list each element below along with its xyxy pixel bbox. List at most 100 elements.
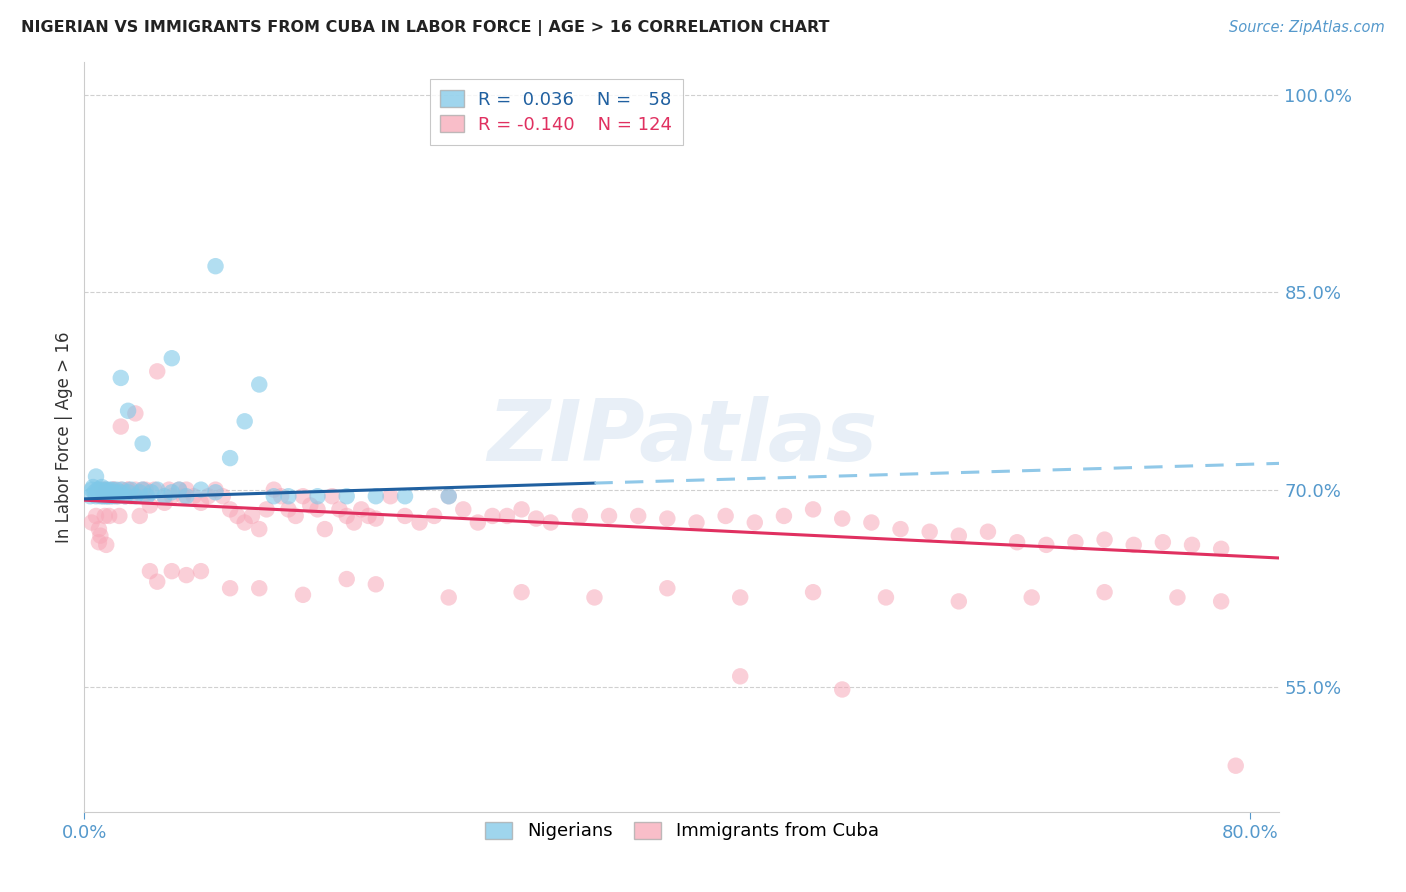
Point: [307, 489, 329, 503]
Point: [1225, 758, 1247, 772]
Point: [103, 489, 125, 503]
Point: [117, 483, 139, 497]
Point: [124, 483, 146, 497]
Point: [183, 489, 205, 503]
Point: [801, 502, 824, 516]
Point: [96, 483, 118, 497]
Point: [131, 436, 153, 450]
Point: [467, 516, 489, 530]
Point: [219, 451, 242, 466]
Legend: Nigerians, Immigrants from Cuba: Nigerians, Immigrants from Cuba: [478, 814, 886, 847]
Point: [481, 508, 503, 523]
Point: [117, 404, 139, 418]
Point: [172, 489, 194, 503]
Point: [408, 516, 430, 530]
Point: [510, 502, 533, 516]
Point: [84, 489, 107, 503]
Point: [94, 485, 117, 500]
Point: [96, 489, 118, 503]
Point: [160, 489, 183, 503]
Point: [86, 483, 108, 497]
Point: [120, 489, 142, 503]
Point: [240, 508, 263, 523]
Point: [91, 483, 114, 497]
Point: [176, 568, 198, 582]
Point: [80, 483, 103, 497]
Point: [146, 483, 169, 497]
Point: [90, 483, 112, 497]
Point: [139, 499, 162, 513]
Point: [117, 483, 139, 497]
Point: [247, 377, 270, 392]
Point: [146, 364, 169, 378]
Point: [83, 485, 105, 500]
Point: [744, 516, 766, 530]
Point: [1094, 533, 1116, 547]
Point: [728, 669, 751, 683]
Point: [107, 489, 129, 503]
Point: [728, 591, 751, 605]
Point: [247, 581, 270, 595]
Point: [1122, 538, 1144, 552]
Point: [1005, 535, 1028, 549]
Point: [1021, 591, 1043, 605]
Point: [139, 564, 162, 578]
Point: [98, 483, 121, 497]
Point: [540, 516, 562, 530]
Point: [263, 483, 285, 497]
Point: [87, 483, 110, 497]
Point: [321, 489, 343, 503]
Point: [190, 564, 212, 578]
Point: [1094, 585, 1116, 599]
Point: [291, 489, 314, 503]
Point: [277, 489, 299, 503]
Point: [350, 502, 373, 516]
Point: [131, 483, 153, 497]
Point: [889, 522, 911, 536]
Point: [524, 511, 547, 525]
Point: [263, 489, 285, 503]
Point: [141, 485, 163, 500]
Point: [211, 489, 233, 503]
Point: [90, 485, 112, 500]
Point: [773, 508, 796, 523]
Point: [247, 522, 270, 536]
Point: [831, 511, 853, 525]
Point: [105, 483, 128, 497]
Text: Source: ZipAtlas.com: Source: ZipAtlas.com: [1229, 20, 1385, 35]
Point: [219, 581, 242, 595]
Point: [96, 538, 118, 552]
Point: [270, 489, 292, 503]
Y-axis label: In Labor Force | Age > 16: In Labor Force | Age > 16: [55, 331, 73, 543]
Point: [90, 480, 112, 494]
Point: [685, 516, 707, 530]
Point: [437, 489, 460, 503]
Point: [226, 508, 249, 523]
Point: [657, 581, 679, 595]
Point: [97, 489, 120, 503]
Text: ZIPatlas: ZIPatlas: [486, 395, 877, 479]
Point: [101, 483, 124, 497]
Point: [110, 419, 132, 434]
Point: [364, 577, 387, 591]
Point: [627, 508, 650, 523]
Point: [598, 508, 620, 523]
Point: [204, 485, 226, 500]
Point: [423, 508, 446, 523]
Point: [79, 489, 101, 503]
Point: [105, 489, 128, 503]
Point: [1211, 594, 1233, 608]
Point: [1211, 541, 1233, 556]
Point: [100, 485, 122, 500]
Point: [124, 406, 146, 420]
Point: [394, 489, 416, 503]
Point: [135, 483, 157, 497]
Point: [291, 588, 314, 602]
Point: [157, 483, 180, 497]
Point: [128, 508, 150, 523]
Text: NIGERIAN VS IMMIGRANTS FROM CUBA IN LABOR FORCE | AGE > 16 CORRELATION CHART: NIGERIAN VS IMMIGRANTS FROM CUBA IN LABO…: [21, 20, 830, 36]
Point: [204, 483, 226, 497]
Point: [98, 508, 121, 523]
Point: [114, 489, 136, 503]
Point: [104, 485, 127, 500]
